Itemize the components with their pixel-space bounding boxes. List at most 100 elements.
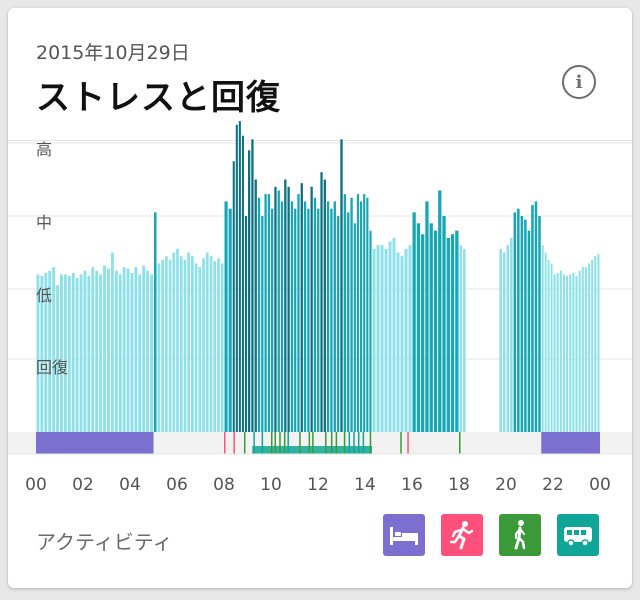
stress-bar <box>541 245 544 432</box>
walking-filter-button[interactable] <box>499 514 541 556</box>
stress-bar <box>531 205 534 432</box>
x-tick-label: 18 <box>448 475 470 495</box>
stress-chart: 回復 低 中 高 00 02 04 06 08 10 12 14 16 18 20 22 00 <box>8 121 632 495</box>
stress-bar <box>313 197 317 432</box>
activity-tick <box>343 432 346 454</box>
activity-tick <box>407 432 409 454</box>
activity-tick <box>357 432 360 454</box>
stress-bar <box>71 272 75 432</box>
stress-bar <box>506 245 510 432</box>
stress-bar <box>107 268 110 432</box>
sleep-filter-button[interactable] <box>383 514 425 556</box>
activity-tick <box>224 432 226 454</box>
stress-bar <box>459 245 463 432</box>
transport-filter-button[interactable] <box>557 514 599 556</box>
stress-bar <box>179 256 183 432</box>
activity-tick <box>353 432 355 454</box>
stress-bar <box>254 179 257 432</box>
bed-icon <box>390 527 418 545</box>
exercise-filter-button[interactable] <box>441 514 483 556</box>
stress-bar <box>303 201 307 432</box>
stress-bar <box>310 186 313 432</box>
activity-tick <box>325 432 327 454</box>
stress-bar <box>36 274 40 432</box>
activity-tick <box>243 432 246 454</box>
info-icon[interactable]: i <box>562 65 596 99</box>
stress-bar <box>350 197 353 432</box>
stress-bar <box>44 272 48 432</box>
stress-bar <box>366 197 369 432</box>
stress-bar <box>52 267 56 432</box>
stress-bar <box>284 179 287 432</box>
activity-tick <box>299 432 301 454</box>
stress-bar <box>559 270 562 432</box>
stress-bar <box>376 245 380 432</box>
activity-tick <box>330 432 333 454</box>
x-tick-label: 08 <box>213 475 235 495</box>
stress-bar <box>48 270 52 432</box>
y-level-label: 回復 <box>36 358 68 377</box>
stress-bar <box>95 270 99 432</box>
activity-tick <box>400 432 402 454</box>
stress-bar <box>433 230 438 432</box>
stress-bar <box>264 194 267 432</box>
stress-bar <box>138 274 142 432</box>
stress-bar <box>356 194 360 432</box>
stress-bar <box>183 259 187 432</box>
stress-bar <box>450 234 455 432</box>
stress-bar <box>587 263 591 432</box>
stress-bar <box>320 172 323 432</box>
stress-recovery-card: 2015年10月29日 ストレスと回復 i 回復 低 中 高 00 02 04 06 08 10 1… <box>8 8 632 588</box>
stress-bar <box>455 230 459 432</box>
stress-bar <box>499 248 502 432</box>
activity-tick <box>312 432 314 454</box>
stress-bar <box>91 267 95 432</box>
bus-icon <box>564 527 592 547</box>
stress-bar <box>244 216 247 432</box>
stress-bar <box>343 194 347 432</box>
stress-bar <box>566 275 569 432</box>
stress-bar <box>146 270 150 432</box>
stress-bar <box>217 258 220 432</box>
stress-bar <box>429 223 433 432</box>
stress-bar <box>363 194 366 432</box>
stress-bar <box>232 161 235 432</box>
stress-bar <box>527 230 531 432</box>
stress-bar <box>271 208 274 432</box>
stress-bar <box>553 274 556 432</box>
stress-bar <box>241 135 244 432</box>
activity-tick <box>233 432 235 454</box>
stress-bar <box>257 197 261 432</box>
x-tick-label: 10 <box>260 475 282 495</box>
x-tick-label: 14 <box>354 475 376 495</box>
x-tick-label: 02 <box>72 475 94 495</box>
activity-tick <box>335 432 338 454</box>
stress-bar <box>63 274 67 432</box>
stress-bar <box>575 275 578 432</box>
stress-bar <box>287 186 290 432</box>
stress-bar <box>209 256 213 432</box>
stress-bar <box>290 201 294 432</box>
activity-tick <box>274 432 277 454</box>
stress-bar <box>294 208 297 432</box>
stress-bar <box>99 274 103 432</box>
stress-bar <box>277 190 280 432</box>
stress-bar <box>317 208 320 432</box>
activity-tick <box>369 432 372 454</box>
activity-tick <box>261 432 264 454</box>
stress-bar <box>67 275 71 432</box>
activity-band-bg <box>8 432 632 454</box>
stress-bar <box>142 265 146 432</box>
stress-bar <box>544 252 547 432</box>
x-tick-label: 20 <box>495 475 517 495</box>
stress-bar <box>267 194 271 432</box>
stress-bar <box>416 223 421 432</box>
running-icon <box>449 521 474 550</box>
stress-bar <box>118 274 122 432</box>
stress-bar <box>388 241 392 432</box>
stress-bar <box>261 216 264 432</box>
stress-bar <box>40 275 44 432</box>
stress-bar <box>547 259 550 432</box>
stress-bar <box>360 201 363 432</box>
activity-tick <box>279 432 281 454</box>
